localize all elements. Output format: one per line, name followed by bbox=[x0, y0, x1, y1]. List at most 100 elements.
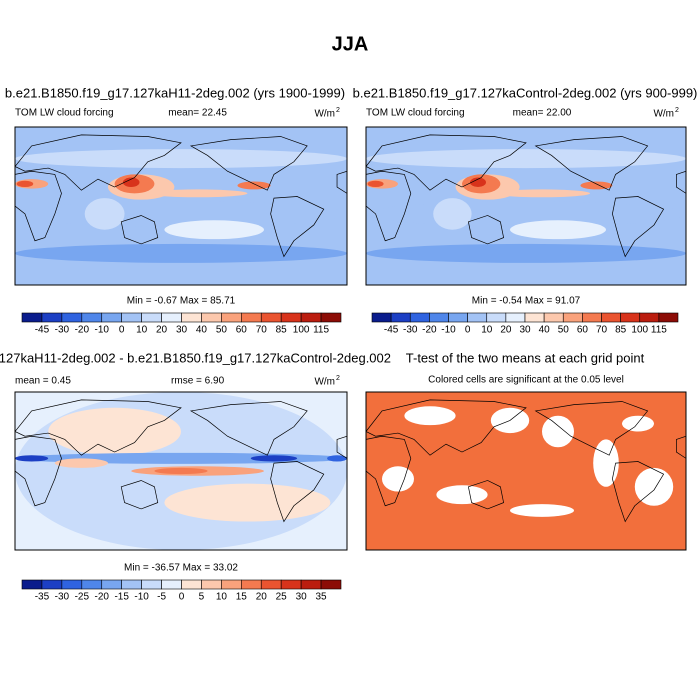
colorbar-box bbox=[141, 579, 162, 590]
field-patch bbox=[634, 467, 674, 506]
coastline bbox=[120, 480, 159, 510]
field-patch bbox=[366, 149, 686, 169]
colorbar-box bbox=[543, 312, 564, 323]
coastline bbox=[366, 399, 527, 456]
colorbar-box bbox=[658, 312, 679, 323]
colorbar-box bbox=[582, 312, 602, 323]
colorbar-box bbox=[241, 312, 262, 323]
colorbar-label: 50 bbox=[216, 325, 228, 336]
field-patch bbox=[16, 180, 34, 188]
field-patch bbox=[436, 485, 488, 505]
colorbar-box bbox=[486, 312, 507, 323]
min-max: Min = -0.67 Max = 85.71 bbox=[127, 296, 236, 307]
field-patch bbox=[237, 181, 271, 190]
colorbar-box bbox=[390, 312, 411, 323]
colorbar-label: 50 bbox=[558, 325, 570, 336]
coastline bbox=[467, 480, 505, 510]
colorbar-label: -45 bbox=[35, 325, 50, 336]
field-patch bbox=[382, 466, 414, 492]
colorbar-box bbox=[161, 579, 182, 590]
panel-center-label: mean= 22.00 bbox=[513, 108, 572, 119]
colorbar-label: -15 bbox=[114, 592, 129, 603]
field-patch bbox=[164, 483, 331, 522]
colorbar-label: 15 bbox=[236, 592, 248, 603]
panel-left-label: TOM LW cloud forcing bbox=[15, 108, 114, 119]
field-patch bbox=[154, 467, 208, 475]
colorbar-box bbox=[21, 579, 43, 590]
colorbar-box bbox=[467, 312, 488, 323]
field-patch bbox=[510, 220, 606, 240]
colorbar-box bbox=[320, 312, 342, 323]
coastline bbox=[270, 461, 325, 523]
panel-center-label: rmse = 6.90 bbox=[171, 376, 225, 387]
units-exponent: 2 bbox=[675, 107, 679, 114]
coastline bbox=[534, 401, 649, 456]
colorbar-label: -30 bbox=[403, 325, 418, 336]
colorbar-box bbox=[81, 579, 103, 590]
min-max: Min = -0.54 Max = 91.07 bbox=[472, 296, 581, 307]
colorbar-box bbox=[101, 579, 122, 590]
field-patch bbox=[404, 406, 456, 426]
coastline bbox=[366, 170, 412, 242]
colorbar-box bbox=[562, 312, 583, 323]
units-exponent: 2 bbox=[336, 107, 340, 114]
colorbar-label: 0 bbox=[179, 592, 185, 603]
colorbar-label: 30 bbox=[176, 325, 188, 336]
panel-title: b.e21.B1850.f19_g17.127kaControl-2deg.00… bbox=[353, 85, 698, 100]
colorbar-label: 70 bbox=[256, 325, 268, 336]
colorbar-box bbox=[280, 579, 302, 590]
colorbar-box bbox=[121, 312, 142, 323]
colorbar-box bbox=[221, 579, 242, 590]
colorbar-box bbox=[141, 312, 162, 323]
colorbar-label: 20 bbox=[500, 325, 512, 336]
colorbar-label: 85 bbox=[276, 325, 288, 336]
field-patch bbox=[366, 243, 686, 263]
map bbox=[15, 127, 347, 285]
colorbar-label: 100 bbox=[631, 325, 648, 336]
panel-title: b.e21.B1850.f19_g17.127kaH11-2deg.002 (y… bbox=[5, 85, 345, 100]
coastline bbox=[270, 196, 325, 258]
colorbar-label: -30 bbox=[55, 592, 70, 603]
field-patch bbox=[15, 149, 347, 169]
coastline bbox=[612, 461, 665, 523]
colorbar-label: 20 bbox=[256, 592, 268, 603]
colorbar-label: -30 bbox=[55, 325, 70, 336]
coastline bbox=[612, 196, 665, 258]
colorbar-box bbox=[280, 312, 302, 323]
units: W/m bbox=[653, 109, 674, 120]
coastline bbox=[366, 435, 412, 507]
colorbar-box bbox=[639, 312, 660, 323]
colorbar-box bbox=[161, 312, 182, 323]
panel: b.e21.B1850.f19_g17.127kaH11-2deg.002 (y… bbox=[5, 85, 348, 336]
colorbar-box bbox=[429, 312, 449, 323]
coastline bbox=[676, 170, 686, 194]
map-frame bbox=[14, 391, 348, 551]
colorbar-label: 60 bbox=[577, 325, 589, 336]
field-patch bbox=[122, 177, 140, 188]
colorbar-label: 0 bbox=[119, 325, 125, 336]
colorbar-box bbox=[201, 579, 222, 590]
map bbox=[15, 392, 347, 550]
colorbar-label: 30 bbox=[519, 325, 531, 336]
colorbar-label: 100 bbox=[293, 325, 310, 336]
panel: b.e21.B1850.f19_g17.127kaControl-2deg.00… bbox=[353, 85, 698, 335]
colorbar-box bbox=[505, 312, 526, 323]
units-exponent: 2 bbox=[336, 375, 340, 382]
coastline bbox=[336, 435, 347, 459]
colorbar-box bbox=[181, 579, 202, 590]
colorbar-box bbox=[241, 579, 262, 590]
map-frame bbox=[365, 126, 687, 286]
units: W/m bbox=[314, 109, 335, 120]
field-patch bbox=[510, 504, 574, 517]
field-patch bbox=[15, 455, 49, 462]
colorbar-box bbox=[61, 312, 83, 323]
units: W/m bbox=[314, 377, 335, 388]
field-patch bbox=[54, 458, 108, 468]
coastline bbox=[366, 134, 527, 191]
field-patch bbox=[433, 198, 472, 230]
field-patch bbox=[48, 407, 181, 456]
map bbox=[366, 392, 686, 550]
colorbar-box bbox=[320, 579, 342, 590]
field-patch bbox=[327, 455, 347, 462]
